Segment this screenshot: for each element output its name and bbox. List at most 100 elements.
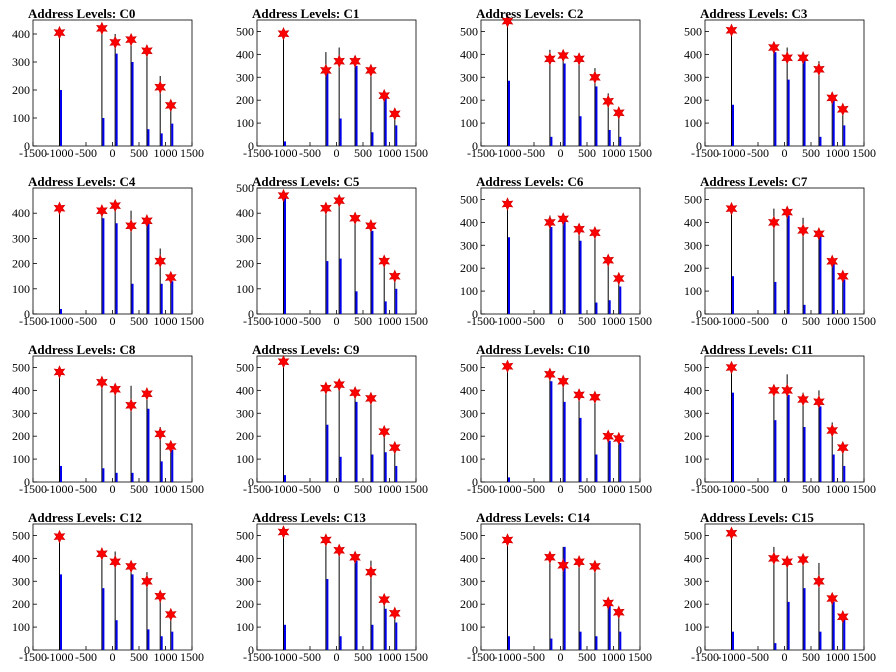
- y-tick-label: 500: [12, 528, 30, 542]
- y-tick-label: 0: [696, 139, 702, 153]
- star-marker: [836, 269, 849, 283]
- star-marker: [836, 440, 849, 455]
- x-tick-label: 1000: [826, 482, 850, 496]
- star-marker: [557, 558, 569, 572]
- y-tick-label: 100: [460, 620, 478, 634]
- star-marker: [141, 574, 153, 589]
- y-tick-label: 300: [684, 406, 702, 420]
- x-tick-label: -1000: [494, 482, 522, 496]
- x-tick-label: -500: [747, 482, 769, 496]
- star-marker: [813, 574, 825, 589]
- star-marker: [826, 254, 839, 269]
- x-tick-label: 500: [130, 314, 148, 328]
- y-tick-label: 0: [472, 307, 478, 321]
- chart-title: Address Levels: C15: [700, 510, 814, 525]
- x-tick-label: 500: [354, 146, 372, 160]
- chart-svg: 0 100 200 300 400 500 -1500-1000 -500 0 500 1000 15…: [460, 355, 652, 496]
- x-tick-label: 0: [558, 314, 564, 328]
- chart-panel: 0 100 200 300 400 500 -1500 -1000 -500 0 500 1000 15…: [672, 168, 896, 336]
- y-tick-label: 0: [248, 643, 254, 657]
- star-marker: [836, 610, 849, 624]
- y-tick-label: 300: [236, 574, 254, 588]
- star-marker: [388, 269, 401, 283]
- star-marker: [768, 383, 780, 398]
- y-tick-label: 100: [684, 284, 702, 298]
- star-marker: [109, 555, 121, 569]
- star-marker: [781, 555, 793, 569]
- x-tick-label: -1500: [19, 314, 47, 328]
- star-marker: [544, 550, 556, 564]
- star-marker: [154, 254, 167, 268]
- y-tick-label: 300: [236, 406, 254, 420]
- star-marker: [333, 543, 345, 558]
- x-tick-label: 1500: [404, 482, 428, 496]
- star-marker: [125, 32, 137, 47]
- x-tick-label: -500: [747, 314, 769, 328]
- y-tick-label: 400: [460, 383, 478, 397]
- x-tick-label: -1500: [19, 482, 47, 496]
- x-tick-label: 1500: [404, 314, 428, 328]
- plot-frame: [32, 523, 193, 651]
- chart-svg: 0 100 200 300 400 500 -1500-1000 -500 0 500 1000 15…: [460, 187, 652, 328]
- x-tick-label: 500: [354, 314, 372, 328]
- x-tick-label: 0: [334, 482, 340, 496]
- chart-svg: 0 100 200 300 400 500 -1500-1000 -500 0 500 1000 15…: [236, 523, 428, 664]
- star-marker: [109, 382, 121, 396]
- x-tick-label: 1000: [154, 482, 178, 496]
- star-marker: [797, 51, 809, 65]
- chart-panel: 0 100 200 300 400 -1500 -1000 -500 0 500 1000 1500 A…: [0, 0, 224, 168]
- x-tick-label: 1000: [378, 650, 402, 664]
- x-tick-label: 1000: [378, 482, 402, 496]
- x-tick-label: 1000: [154, 314, 178, 328]
- y-tick-label: 200: [684, 429, 702, 443]
- y-tick-label: 300: [12, 406, 30, 420]
- y-tick-label: 300: [460, 406, 478, 420]
- y-tick-label: 100: [460, 116, 478, 130]
- plot-frame: [704, 355, 865, 483]
- x-tick-label: 500: [130, 146, 148, 160]
- chart-title: Address Levels: C5: [252, 174, 360, 189]
- star-marker: [781, 205, 793, 219]
- star-marker: [573, 555, 585, 569]
- star-marker: [602, 596, 615, 610]
- chart-svg: 0 100 200 300 400 500 -1500-1000 -500 0 500 1000 15…: [684, 187, 876, 328]
- chart-title: Address Levels: C13: [252, 510, 366, 525]
- x-tick-label: -1500: [467, 314, 495, 328]
- y-tick-label: 500: [236, 360, 254, 374]
- y-tick-label: 400: [236, 551, 254, 565]
- x-tick-label: -500: [747, 650, 769, 664]
- y-tick-label: 500: [684, 24, 702, 38]
- x-tick-label: 0: [558, 650, 564, 664]
- star-marker: [826, 91, 839, 105]
- y-tick-label: 0: [24, 475, 30, 489]
- star-marker: [813, 62, 825, 77]
- y-tick-label: 300: [684, 574, 702, 588]
- star-marker: [378, 254, 391, 268]
- y-tick-label: 100: [236, 282, 254, 296]
- y-tick-label: 400: [12, 206, 30, 220]
- star-marker: [365, 565, 377, 579]
- y-tick-label: 100: [236, 116, 254, 130]
- y-tick-label: 300: [460, 238, 478, 252]
- star-marker: [141, 214, 153, 228]
- y-tick-label: 100: [12, 111, 30, 125]
- x-tick-label: 0: [782, 314, 788, 328]
- star-marker: [388, 606, 401, 621]
- star-marker: [96, 375, 108, 390]
- x-tick-label: -1500: [243, 314, 271, 328]
- star-marker: [544, 215, 556, 230]
- y-tick-label: 400: [460, 215, 478, 229]
- y-tick-label: 500: [236, 528, 254, 542]
- star-marker: [333, 54, 345, 68]
- y-tick-label: 500: [460, 24, 478, 38]
- x-tick-label: -1000: [494, 314, 522, 328]
- chart-panel: 0 100 200 300 400 500 -1500 -1000 -500 0 500 1000 15…: [224, 168, 448, 336]
- star-marker: [544, 52, 556, 66]
- chart-title: Address Levels: C8: [28, 342, 136, 357]
- y-tick-label: 200: [684, 261, 702, 275]
- star-marker: [725, 360, 738, 375]
- star-marker: [96, 21, 108, 36]
- star-marker: [154, 427, 167, 441]
- y-tick-label: 400: [460, 47, 478, 61]
- plot-frame: [32, 19, 193, 147]
